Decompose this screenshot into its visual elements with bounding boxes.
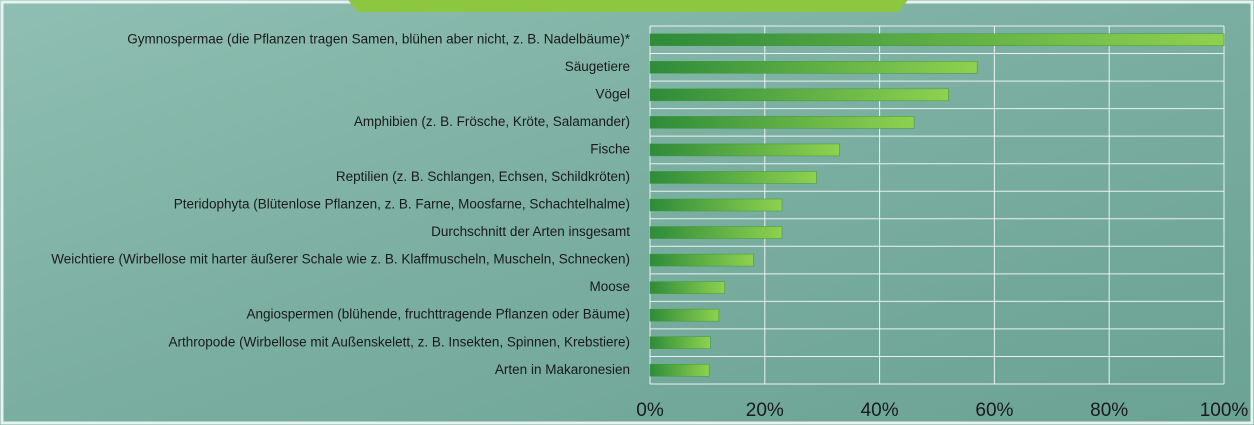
bar — [650, 199, 782, 211]
bar — [650, 337, 710, 349]
chart: 0% 20% 40% 60% 80% 100% Gymnospermae (die Pfla… — [0, 0, 1254, 425]
category-label: Amphibien (z. B. Frösche, Kröte, Salaman… — [354, 114, 630, 129]
category-label: Arthropode (Wirbellose mit Außenskelett,… — [169, 334, 630, 349]
bar — [650, 144, 839, 156]
bar — [650, 171, 816, 183]
category-label: Reptilien (z. B. Schlangen, Echsen, Schi… — [336, 169, 630, 184]
category-label: Gymnospermae (die Pflanzen tragen Samen,… — [127, 31, 631, 46]
bar — [650, 116, 914, 128]
bar — [650, 227, 782, 239]
bar — [650, 364, 709, 376]
x-tick-label: 20% — [746, 400, 784, 421]
bar — [650, 254, 753, 266]
category-label: Durchschnitt der Arten insgesamt — [431, 224, 630, 239]
bar — [650, 282, 725, 294]
bar — [650, 309, 719, 321]
x-tick-label: 60% — [975, 400, 1013, 421]
x-tick-label: 100% — [1200, 400, 1249, 421]
category-label: Vögel — [595, 86, 630, 101]
x-tick-label: 80% — [1090, 400, 1128, 421]
bar — [650, 89, 948, 101]
bar — [650, 34, 1224, 46]
header-tab — [348, 0, 908, 12]
bar — [650, 61, 977, 73]
page: 0% 20% 40% 60% 80% 100% Gymnospermae (die Pfla… — [0, 0, 1254, 425]
category-label: Moose — [589, 279, 630, 294]
x-tick-label: 0% — [636, 400, 664, 421]
category-label: Arten in Makaronesien — [495, 362, 630, 377]
category-label: Säugetiere — [565, 59, 630, 74]
category-label: Weichtiere (Wirbellose mit harter äußere… — [51, 252, 630, 267]
x-tick-label: 40% — [861, 400, 899, 421]
category-label: Pteridophyta (Blütenlose Pflanzen, z. B.… — [174, 197, 630, 212]
category-label: Fische — [590, 141, 630, 156]
category-label: Angiospermen (blühende, fruchttragende P… — [247, 307, 631, 322]
